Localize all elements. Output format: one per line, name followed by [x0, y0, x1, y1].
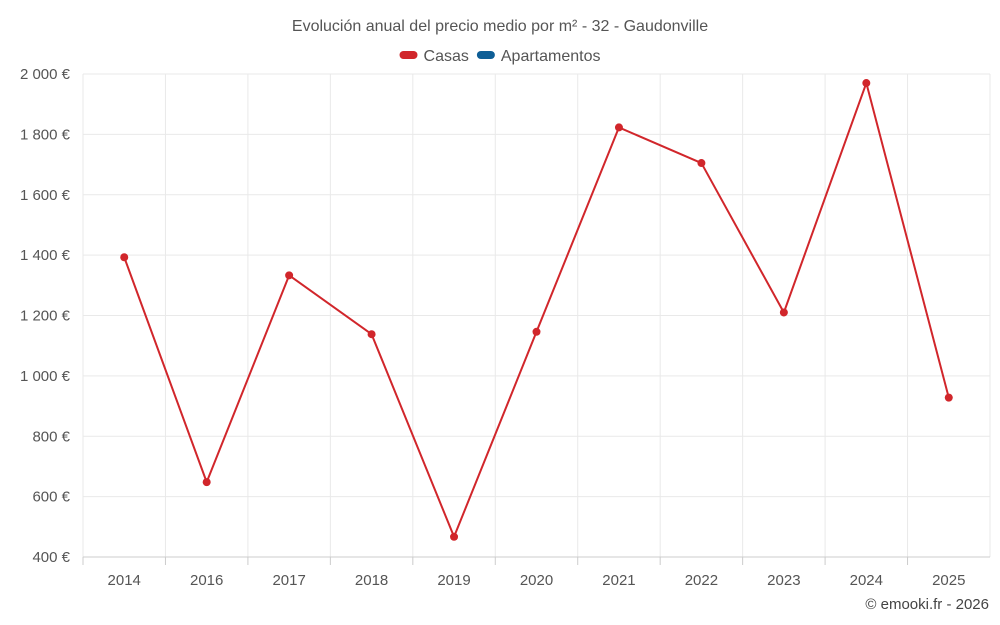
- data-point[interactable]: [202, 478, 211, 487]
- y-gridlines: [83, 73, 990, 498]
- data-point[interactable]: [697, 159, 706, 168]
- y-tick-label: 1 200 €: [20, 308, 71, 325]
- legend-label-casas[interactable]: Casas: [424, 48, 469, 65]
- y-tick-label: 1 000 €: [20, 368, 71, 385]
- x-tick-label: 2022: [685, 572, 718, 589]
- data-point[interactable]: [614, 123, 623, 132]
- y-tick-label: 1 600 €: [20, 187, 71, 204]
- y-tick-label: 600 €: [32, 489, 70, 506]
- x-tick-label: 2018: [355, 572, 388, 589]
- x-tick-label: 2014: [108, 572, 141, 589]
- data-point[interactable]: [779, 308, 788, 317]
- y-tick-label: 1 800 €: [20, 126, 71, 143]
- data-point[interactable]: [862, 79, 871, 88]
- data-point[interactable]: [120, 253, 129, 262]
- y-tick-label: 800 €: [32, 428, 70, 445]
- legend: Casas Apartamentos: [399, 48, 601, 65]
- data-point[interactable]: [285, 271, 294, 280]
- x-tick-label: 2020: [520, 572, 553, 589]
- legend-symbol-casas: [399, 51, 418, 59]
- credit-text: © emooki.fr - 2026: [865, 596, 989, 613]
- x-tick-label: 2023: [767, 572, 800, 589]
- x-tick-label: 2017: [272, 572, 305, 589]
- y-tick-label: 400 €: [32, 549, 70, 566]
- y-tick-label: 2 000 €: [20, 66, 71, 83]
- x-axis-labels: 2014 2016 2017 2018 2019 2020 2021 2022 2023 2024…: [82, 557, 965, 589]
- x-gridlines: [82, 74, 991, 557]
- series-group: [120, 79, 953, 541]
- data-point[interactable]: [367, 330, 376, 339]
- data-point[interactable]: [944, 393, 953, 402]
- legend-symbol-apartamentos: [476, 51, 495, 59]
- x-tick-label: 2024: [850, 572, 883, 589]
- chart-title: Evolución anual del precio medio por m² …: [292, 18, 708, 35]
- data-point[interactable]: [450, 532, 459, 541]
- x-tick-label: 2019: [437, 572, 470, 589]
- x-tick-label: 2021: [602, 572, 635, 589]
- x-tick-label: 2016: [190, 572, 223, 589]
- y-tick-label: 1 400 €: [20, 247, 71, 264]
- data-point[interactable]: [532, 327, 541, 336]
- x-tick-label: 2025: [932, 572, 965, 589]
- y-axis-labels: 400 € 600 € 800 € 1 000 € 1 200 € 1 400 € 1 60…: [20, 66, 71, 566]
- legend-label-apartamentos[interactable]: Apartamentos: [501, 48, 601, 65]
